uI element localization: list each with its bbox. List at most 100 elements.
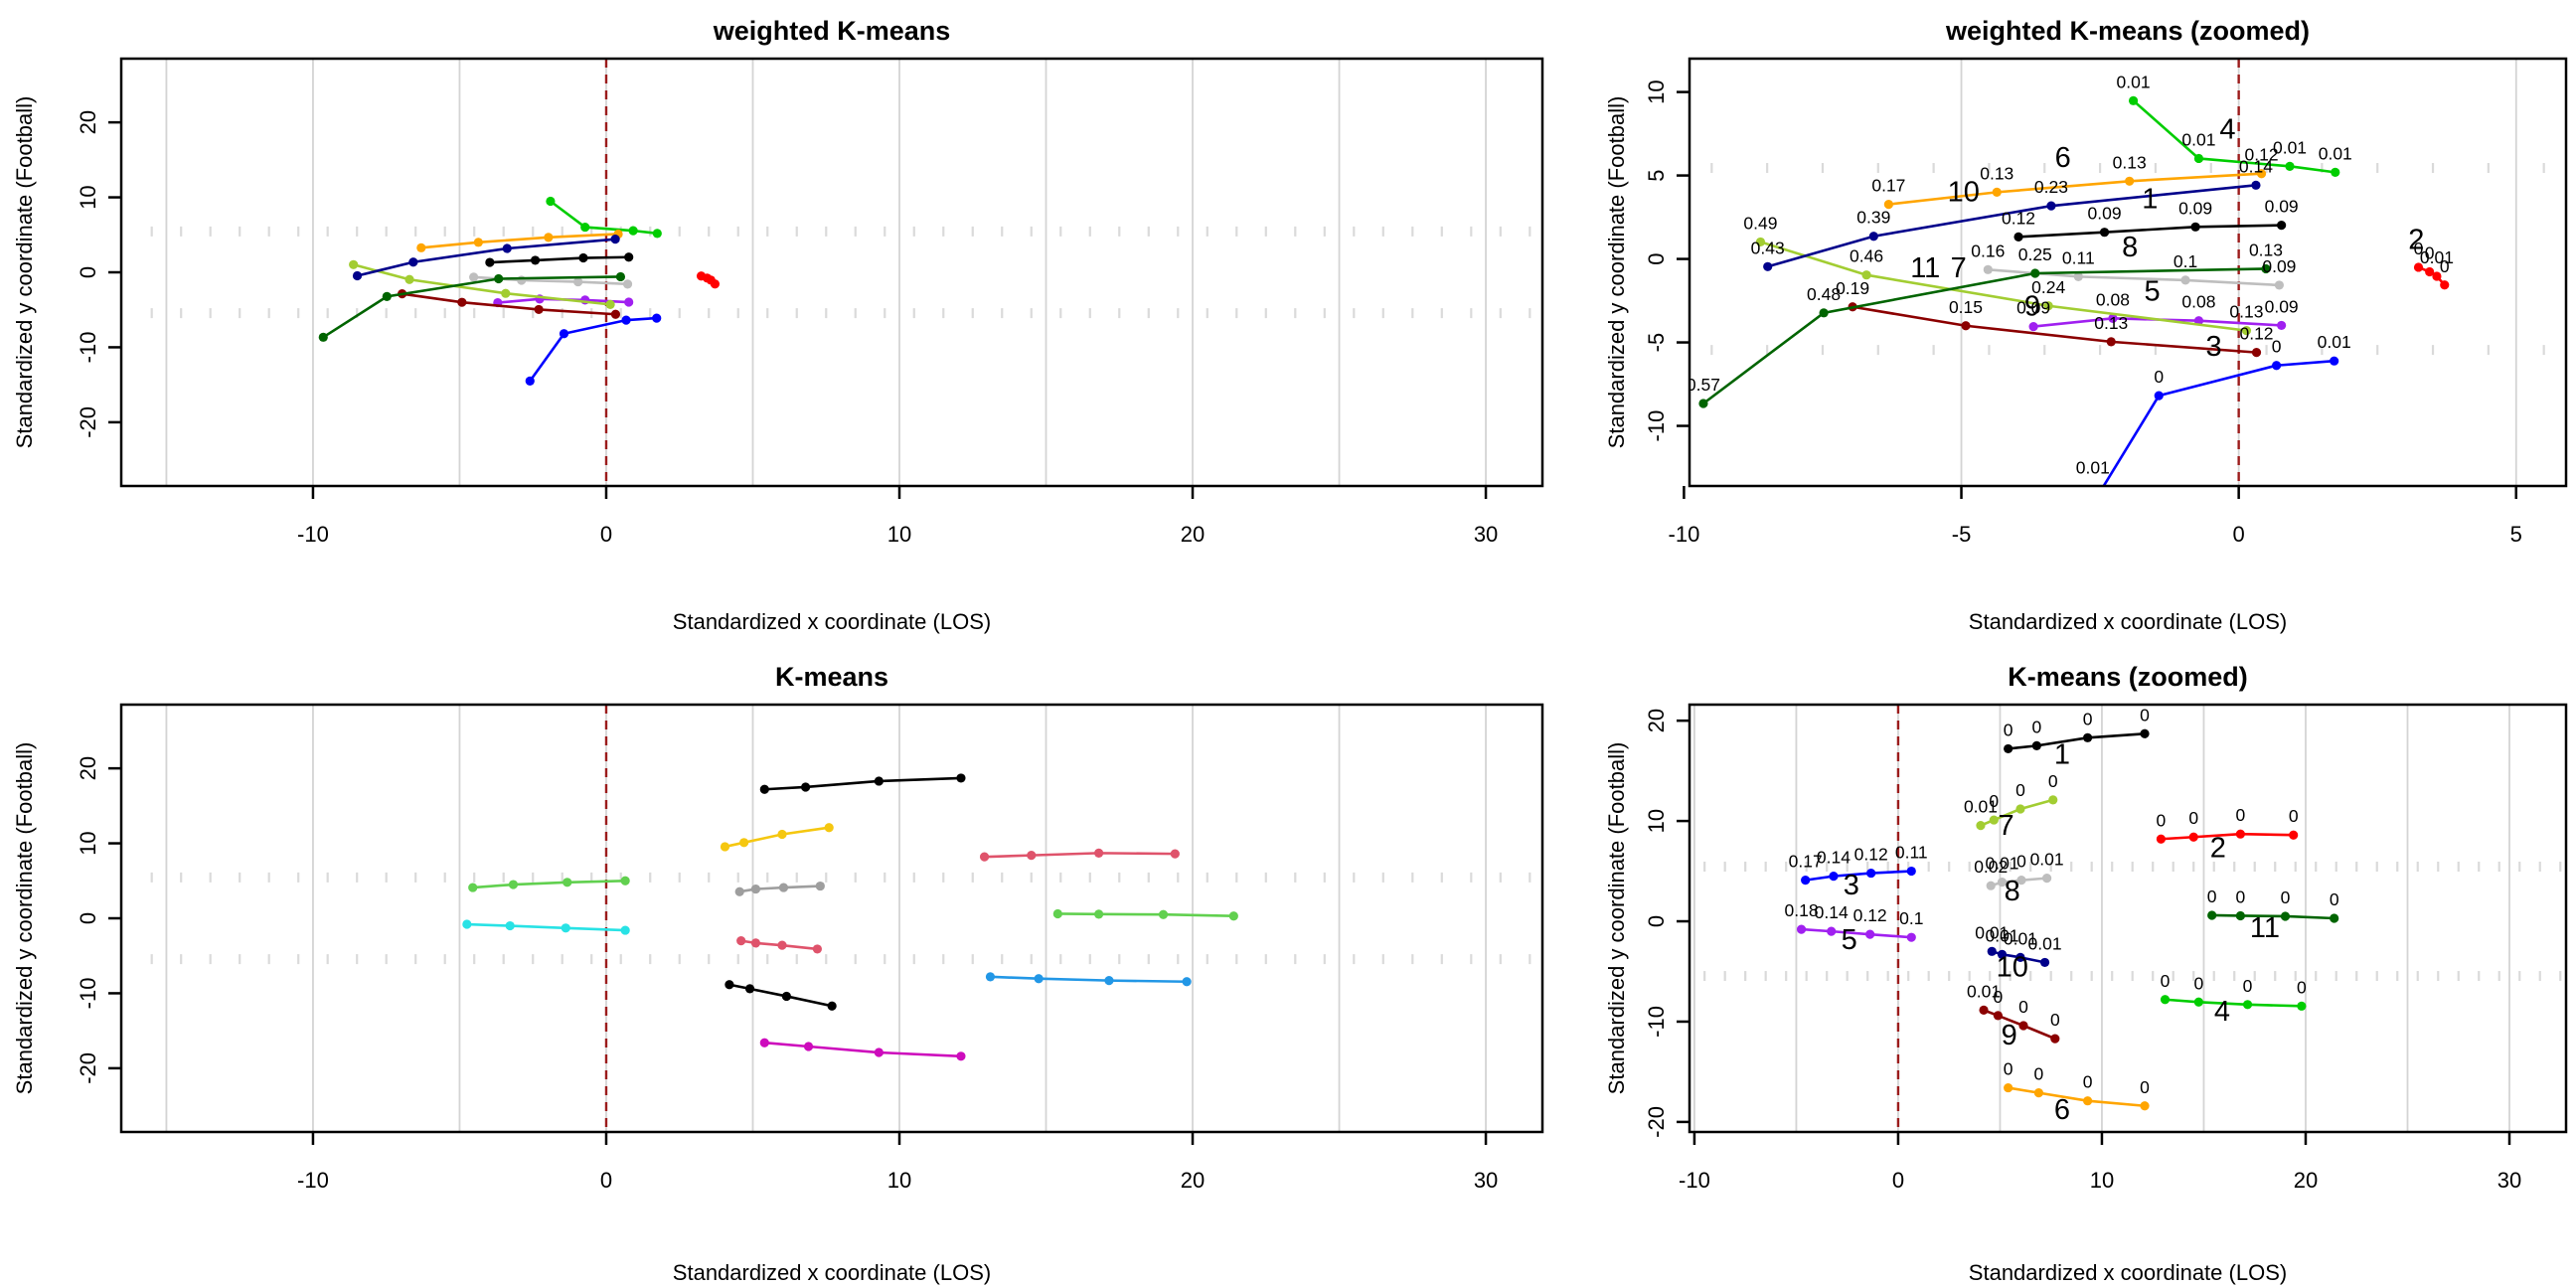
x-tick-label: 30	[1474, 522, 1498, 547]
cluster-10-point	[2039, 957, 2050, 968]
x-tick-label: 20	[2294, 1168, 2318, 1193]
x-axis-title: Standardized x coordinate (LOS)	[1969, 609, 2287, 634]
cluster-5-path	[1800, 927, 1913, 939]
cluster-10-path	[356, 238, 617, 277]
cluster-1-point	[874, 776, 884, 786]
weight-label: 0	[1989, 791, 1999, 811]
gridlines	[165, 59, 1487, 486]
cluster-2-path	[983, 852, 1177, 859]
cluster-10-point	[2015, 952, 2025, 962]
cluster-3-point	[2090, 497, 2099, 506]
cluster-5-point	[1827, 926, 1837, 936]
cluster-9-point	[781, 991, 792, 1002]
weight-label: 0.46	[1850, 246, 1883, 266]
weight-label: 0.13	[1980, 163, 2013, 183]
cluster-5-point	[1796, 924, 1807, 934]
cluster-5-point	[2277, 320, 2287, 331]
axes: -10 0 10 20 30 -20 -10 0 10 20	[76, 756, 1498, 1193]
x-axis-title: Standardized x coordinate (LOS)	[673, 609, 991, 634]
cluster-3-point	[508, 880, 519, 889]
cluster-8-point	[573, 276, 583, 287]
cluster-4-point	[2297, 1001, 2307, 1011]
cluster-10-point	[2251, 180, 2261, 190]
cluster-1-point	[2031, 740, 2041, 750]
cluster-9-path	[1982, 1009, 2057, 1041]
weight-label: 0.18	[1785, 900, 1819, 920]
cluster-1-point	[2004, 743, 2013, 754]
weight-label: 0.12	[2002, 208, 2035, 228]
cluster-10-point	[502, 243, 512, 253]
weight-label: 0.01	[2319, 143, 2352, 163]
weight-label: 0.15	[1949, 297, 1983, 317]
cluster-9-point	[610, 309, 621, 319]
x-tick-label: 30	[1474, 1168, 1498, 1193]
weight-label: 0.1	[2174, 251, 2197, 271]
cluster-7-point	[404, 274, 414, 284]
panel-title: K-means (zoomed)	[2008, 662, 2248, 692]
cluster-11-point	[2030, 268, 2040, 278]
cluster-number: 10	[1948, 177, 1980, 209]
cluster-8-point	[734, 886, 744, 896]
cluster-9-point	[1979, 1005, 1989, 1015]
cluster-7-point	[739, 838, 749, 848]
weight-label: 0.11	[1895, 843, 1928, 863]
cluster-5-point	[1906, 932, 1916, 942]
weight-label: 0	[2161, 971, 2171, 991]
cluster-7-point	[1989, 815, 1999, 825]
cluster-1-point	[530, 255, 541, 265]
cluster-7-point	[1976, 821, 1986, 831]
x-tick-label: 0	[2233, 522, 2245, 547]
cluster-3-point	[2154, 391, 2164, 401]
cluster-2-point	[2413, 262, 2424, 272]
cluster-10-point	[408, 257, 418, 267]
weight-label: 0.08	[2096, 289, 2130, 309]
cluster-6-path	[762, 1041, 963, 1058]
weight-label: 0	[2414, 239, 2424, 258]
cluster-4-point	[2285, 161, 2295, 171]
cluster-4-point	[2193, 997, 2203, 1007]
cluster-7-path	[724, 826, 831, 849]
cluster-11-path	[1056, 912, 1235, 918]
cluster-9-point	[2106, 337, 2116, 347]
cluster-4-point	[2160, 995, 2171, 1005]
cluster-3-point	[652, 313, 662, 323]
weight-label: 0.25	[2018, 244, 2052, 264]
weight-label: 0.09	[2016, 298, 2050, 318]
weight-label: 0	[2188, 808, 2198, 828]
weight-label: 0.09	[2265, 296, 2299, 316]
cluster-4-point	[580, 222, 590, 233]
cluster-7-point	[777, 829, 787, 840]
cluster-9-point	[724, 980, 734, 990]
weight-label: 0	[2154, 367, 2164, 387]
weight-label: 0	[2140, 705, 2150, 724]
panel-title: weighted K-means	[713, 16, 951, 46]
cluster-4-point	[985, 972, 996, 982]
weight-label: 0.19	[1836, 278, 1869, 298]
cluster-5-point	[2108, 313, 2118, 323]
cluster-7-point	[2015, 804, 2025, 814]
cluster-6-point	[2033, 1088, 2044, 1098]
cluster-5-point	[462, 919, 472, 929]
weight-label: 0	[2193, 973, 2203, 993]
cluster-8-point	[2016, 876, 2026, 886]
cluster-11-point	[494, 273, 504, 284]
cluster-3-path	[471, 879, 627, 889]
cluster-9-point	[2050, 1034, 2060, 1044]
cluster-9-path	[727, 983, 834, 1008]
cluster-7-point	[501, 288, 511, 298]
x-tick-label: 20	[1181, 1168, 1205, 1193]
x-tick-label: 10	[887, 522, 911, 547]
weight-label: 0.57	[1687, 375, 1720, 395]
cluster-8-point	[622, 279, 633, 289]
y-tick-label: 10	[1644, 80, 1669, 103]
cluster-8-path	[1989, 877, 2048, 887]
cluster-3-point	[468, 883, 478, 892]
cluster-3-path	[2102, 359, 2335, 486]
cluster-2-point	[2440, 280, 2450, 290]
weight-label: 0.13	[2094, 313, 2128, 333]
weight-label: 0	[2050, 1010, 2060, 1030]
cluster-2-point	[1170, 849, 1180, 859]
weight-label: 0.17	[1789, 852, 1823, 872]
weight-label: 0	[2016, 852, 2026, 872]
